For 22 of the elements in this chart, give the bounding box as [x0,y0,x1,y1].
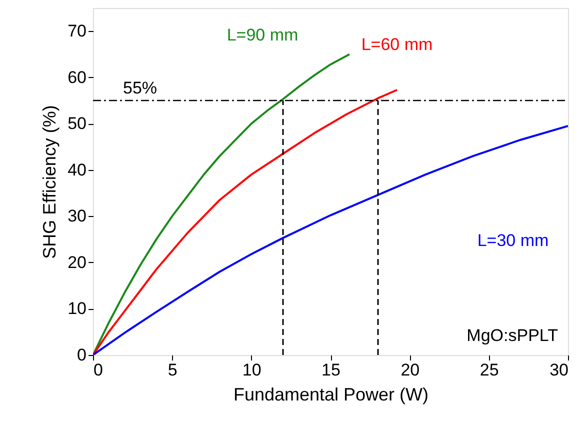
y-tick-label: 60 [68,68,86,87]
annotation: MgO:sPPLT [466,326,558,345]
text: L=90 mm [226,25,298,44]
x-tick-label: 25 [480,360,499,380]
x-tick-label: 10 [242,360,262,380]
y-tick-label: 50 [68,114,86,134]
x-axis-title: Fundamental Power (W) [233,384,429,404]
x-tick-label: 20 [400,360,420,380]
y-axis-title: SHG Efficiency (%) [40,105,60,259]
y-tick-label: 20 [68,252,86,272]
y-tick-label: 10 [68,299,86,318]
text: L=30 mm [477,230,549,250]
y-tick-label: 30 [68,206,86,226]
y-tick-label: 70 [68,22,86,41]
text: L=60 mm [361,34,433,54]
x-tick-label: 5 [168,360,178,380]
x-tick-label: 0 [94,360,103,380]
y-tick-label: 40 [68,160,86,180]
y-tick-label: 0 [77,346,86,364]
ref-line-label: 55% [123,78,158,98]
x-tick-label: 30 [550,360,568,380]
x-tick-label: 15 [322,360,340,380]
